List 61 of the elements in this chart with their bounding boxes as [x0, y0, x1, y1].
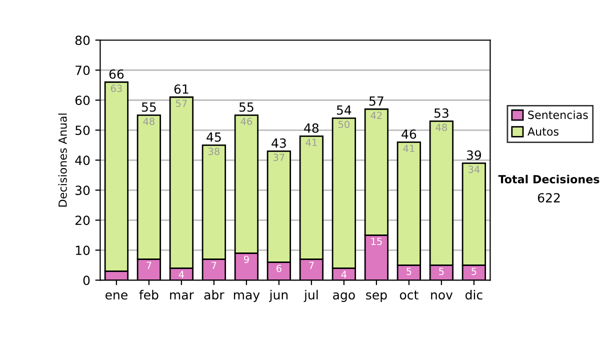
- data-label: 38: [208, 148, 220, 156]
- data-label: 6: [276, 264, 282, 272]
- data-label: 41: [306, 138, 317, 146]
- x-tick-label: ago: [333, 292, 355, 302]
- data-label: 42: [370, 112, 382, 119]
- data-label: 34: [468, 166, 480, 174]
- x-tick-label: mar: [170, 292, 194, 300]
- total-label: 43: [272, 138, 286, 148]
- x-tick-label: sep: [366, 292, 387, 302]
- data-label: 48: [436, 124, 447, 132]
- data-label: 5: [406, 268, 412, 276]
- data-label: 7: [212, 262, 216, 269]
- data-label: 57: [176, 100, 187, 108]
- data-label: 5: [439, 268, 444, 276]
- y-tick-label: 50: [76, 126, 90, 136]
- x-tick-label: abr: [204, 290, 224, 300]
- total-label: 54: [336, 106, 352, 115]
- data-label: 48: [143, 118, 154, 126]
- data-label: 9: [244, 256, 249, 264]
- data-label: 7: [309, 262, 314, 269]
- data-label: 37: [274, 154, 284, 162]
- total-label: 39: [466, 150, 482, 160]
- y-tick-label: 40: [75, 156, 90, 166]
- total-label: 55: [239, 102, 254, 112]
- data-label: 4: [341, 270, 346, 278]
- x-tick-label: may: [234, 292, 260, 302]
- total-label: 61: [174, 84, 188, 94]
- y-tick-label: 80: [75, 36, 90, 46]
- x-tick-label: feb: [139, 290, 158, 300]
- total-label: 46: [402, 129, 416, 139]
- data-label: 7: [146, 262, 152, 269]
- total-label: 53: [434, 108, 448, 118]
- total-label: 57: [369, 96, 384, 106]
- x-tick-label: ene: [105, 292, 128, 300]
- legend-label: Autos: [528, 127, 558, 136]
- y-tick-label: 70: [76, 66, 90, 76]
- data-label: 46: [240, 118, 252, 126]
- text: 622: [538, 193, 560, 203]
- total-label: 66: [109, 69, 124, 79]
- total-label: 48: [304, 123, 319, 133]
- y-tick-label: 30: [76, 186, 90, 196]
- x-tick-label: jul: [304, 290, 318, 302]
- x-tick-label: jun: [269, 290, 288, 302]
- y-tick-label: 60: [75, 96, 90, 106]
- legend-label: Sentencias: [528, 110, 588, 120]
- total-label: 55: [142, 102, 156, 112]
- y-tick-label: 0: [83, 276, 90, 286]
- y-axis-title: Decisiones Anual: [58, 114, 67, 207]
- text: Total Decisiones: [498, 174, 600, 184]
- y-tick-label: 20: [75, 216, 90, 226]
- data-label: 50: [338, 120, 350, 128]
- x-tick-label: oct: [400, 290, 418, 300]
- y-tick-label: 10: [76, 246, 90, 256]
- data-label: 41: [403, 144, 414, 152]
- data-label: 15: [371, 238, 382, 246]
- data-label: 4: [178, 270, 184, 278]
- x-tick-label: nov: [431, 292, 453, 300]
- x-tick-label: dic: [466, 290, 482, 300]
- total-label: 45: [206, 132, 221, 142]
- data-label: 5: [472, 268, 476, 276]
- data-label: 63: [110, 84, 122, 92]
